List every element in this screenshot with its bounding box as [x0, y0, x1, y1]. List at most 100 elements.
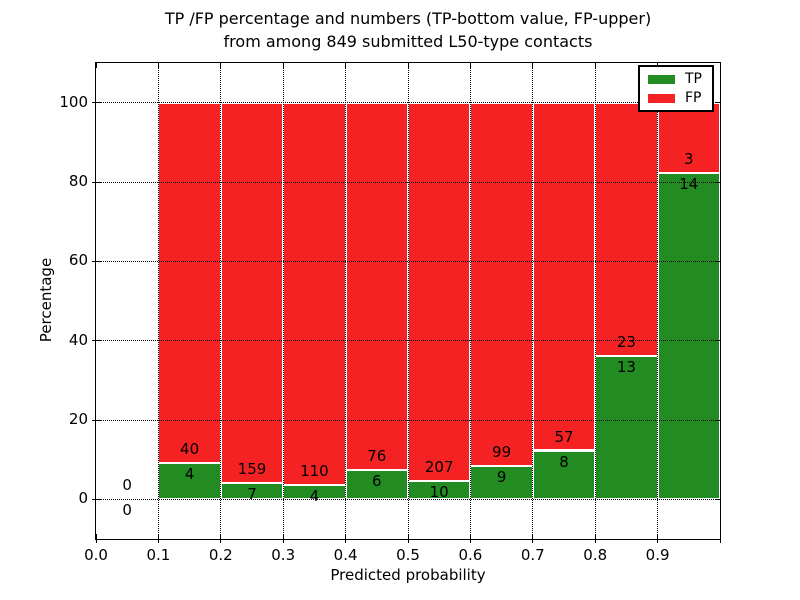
- x-tick-mark: [407, 63, 409, 68]
- x-tick-label: 0.1: [146, 546, 171, 564]
- x-tick-mark: [469, 534, 471, 543]
- tp-count-label: 9: [496, 468, 507, 487]
- x-tick-label: 0.4: [333, 546, 358, 564]
- y-tick-mark: [715, 102, 720, 104]
- tp-bar-segment: [595, 356, 658, 500]
- x-tick-mark: [469, 63, 471, 68]
- x-tick-mark: [282, 534, 284, 543]
- fp-count-label: 99: [492, 443, 512, 462]
- x-axis-title: Predicted probability: [330, 566, 486, 584]
- fp-legend-swatch: [648, 93, 675, 103]
- tp-count-label: 13: [616, 358, 636, 377]
- legend-item-tp: TP: [648, 72, 702, 86]
- fp-count-label: 3: [684, 149, 694, 168]
- tp-bar-segment: [657, 172, 720, 500]
- y-tick-mark: [715, 498, 720, 500]
- x-tick-label: 0.8: [583, 546, 608, 564]
- fp-bar-segment: [408, 102, 471, 482]
- x-tick-mark: [282, 63, 284, 68]
- x-tick-label: 0.7: [520, 546, 545, 564]
- x-tick-mark: [594, 534, 596, 543]
- fp-count-label: 0: [122, 476, 132, 495]
- y-tick-label: 0: [78, 489, 88, 508]
- y-tick-mark: [715, 181, 720, 183]
- x-tick-label: 0.9: [645, 546, 670, 564]
- legend-label-fp: FP: [685, 90, 702, 106]
- fp-bar-segment: [595, 102, 658, 357]
- x-tick-mark: [719, 63, 721, 68]
- vertical-gridline: [220, 63, 222, 539]
- fp-count-label: 159: [237, 459, 267, 478]
- fp-bar-segment: [470, 102, 533, 467]
- y-tick-label: 80: [68, 172, 88, 190]
- x-tick-mark: [345, 63, 347, 68]
- fp-count-label: 57: [554, 427, 574, 446]
- vertical-gridline: [345, 63, 347, 539]
- x-tick-mark: [220, 534, 222, 543]
- x-tick-mark: [657, 534, 659, 543]
- y-tick-mark: [715, 340, 720, 342]
- y-tick-mark: [715, 260, 720, 262]
- x-tick-mark: [95, 534, 97, 543]
- x-tick-label: 0.6: [458, 546, 483, 564]
- tp-bar-segment: [345, 470, 408, 500]
- vertical-gridline: [469, 63, 471, 539]
- x-tick-mark: [594, 63, 596, 68]
- y-tick-mark: [92, 260, 101, 262]
- x-tick-mark: [95, 63, 97, 68]
- y-tick-mark: [92, 181, 101, 183]
- horizontal-gridline: [96, 260, 720, 262]
- horizontal-gridline: [96, 102, 720, 104]
- y-tick-mark: [92, 102, 101, 104]
- tp-count-label: 7: [247, 484, 257, 503]
- tp-count-label: 10: [429, 483, 449, 502]
- y-tick-label: 40: [68, 330, 88, 349]
- fp-bar-segment: [283, 102, 346, 486]
- horizontal-gridline: [96, 340, 720, 342]
- vertical-gridline: [407, 63, 409, 539]
- tp-count-label: 4: [309, 487, 320, 506]
- fp-count-label: 76: [367, 447, 387, 466]
- tp-count-label: 0: [122, 501, 132, 520]
- x-tick-mark: [719, 534, 721, 543]
- x-tick-label: 0.3: [271, 546, 296, 564]
- y-axis-title: Percentage: [37, 257, 55, 343]
- vertical-gridline: [157, 63, 159, 539]
- x-tick-label: 0.5: [396, 546, 420, 564]
- x-tick-mark: [157, 534, 159, 543]
- horizontal-gridline: [96, 498, 720, 500]
- legend-item-fp: FP: [648, 91, 702, 105]
- tp-count-label: 8: [559, 452, 569, 471]
- chart-title-line1: TP /FP percentage and numbers (TP-bottom…: [164, 9, 652, 28]
- tp-count-label: 6: [372, 472, 382, 491]
- fp-bar-segment: [532, 102, 596, 451]
- x-tick-mark: [157, 63, 159, 68]
- legend-label-tp: TP: [685, 71, 702, 87]
- tp-bar-segment: [158, 463, 221, 500]
- chart-title: TP /FP percentage and numbers (TP-bottom…: [96, 7, 720, 53]
- y-tick-label: 60: [68, 251, 88, 270]
- y-tick-mark: [715, 419, 720, 421]
- x-tick-label: 0.0: [84, 546, 108, 564]
- fp-bar-segment: [657, 102, 720, 173]
- y-tick-mark: [92, 340, 101, 342]
- fp-count-label: 23: [616, 333, 636, 352]
- tp-count-label: 14: [679, 174, 699, 193]
- fp-bar-segment: [220, 102, 284, 483]
- x-tick-mark: [532, 534, 534, 543]
- legend: TP FP: [638, 65, 714, 112]
- fp-bar-segment: [158, 102, 221, 464]
- vertical-gridline: [282, 63, 284, 539]
- fp-count-label: 40: [180, 440, 200, 459]
- x-tick-mark: [407, 534, 409, 543]
- tp-bar-segment: [470, 466, 533, 500]
- horizontal-gridline: [96, 181, 720, 183]
- plot-area: TP FP 0 0 40 4 159 7 110 4 76 6 207 10 99 9 57 8 23 13 3 14: [92, 62, 721, 543]
- fp-count-label: 110: [300, 462, 329, 481]
- y-tick-label: 100: [59, 92, 88, 111]
- vertical-gridline: [594, 63, 596, 539]
- vertical-gridline: [657, 63, 659, 539]
- tp-bar-segment: [532, 450, 596, 500]
- y-tick-mark: [92, 498, 101, 500]
